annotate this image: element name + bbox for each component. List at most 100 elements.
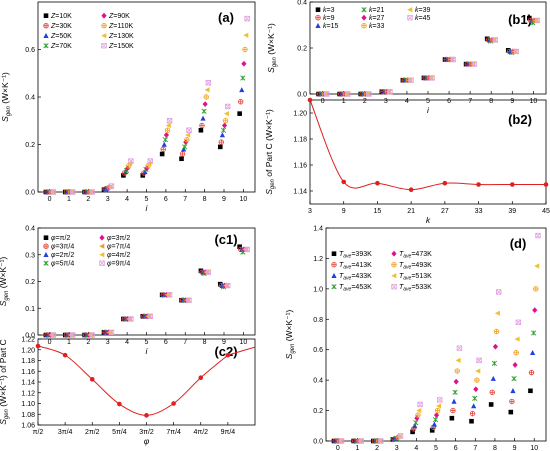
legend-label: Tave=413K [339,262,372,271]
legend-marker [43,32,49,38]
data-point [488,402,494,407]
data-point [510,387,516,394]
data-point [89,377,95,382]
y-tick-label: 0.4 [297,0,307,7]
legend-marker [99,260,105,266]
y-tick-label: 0.1 [25,306,35,313]
y-tick-label: 0.4 [25,226,35,233]
data-point [223,111,229,117]
legend-label: φ=3π/4 [51,244,74,251]
x-tick-label: 2 [375,445,379,451]
data-point [512,362,518,368]
x-tick-label: 9 [513,445,517,451]
legend-marker [101,12,107,19]
y-axis-label: Sgen of Part C (W×K⁻¹) [264,109,276,195]
x-tick-label: 3 [308,208,312,215]
x-tick-label: 15 [374,208,382,215]
data-point [107,329,113,335]
legend-label: φ=9π/4 [107,261,130,268]
x-tick-label: 2π/2 [85,429,100,436]
legend-label: k=21 [369,7,384,14]
data-point [450,407,456,414]
legend-label: k=15 [323,23,338,30]
data-point [70,189,76,195]
x-tick-label: 8 [203,196,207,203]
data-point [513,350,519,356]
data-point [244,15,250,22]
data-point [222,118,229,124]
legend-marker [391,262,397,268]
x-tick-label: 8 [489,98,493,105]
y-tick-label: 0.0 [25,333,35,340]
x-tick-label: 10 [529,98,537,105]
data-point [491,360,498,367]
y-tick-label: 1.06 [21,423,35,430]
y-tick-label: 1.18 [293,137,307,144]
legend-marker [391,273,397,279]
legend-label: k=3 [323,7,335,14]
data-point [202,101,208,108]
data-point [203,94,209,100]
legend-marker [315,22,321,28]
data-point [88,332,94,338]
data-point [198,127,204,133]
data-point [70,332,76,338]
data-point [533,286,539,292]
data-point [476,182,481,187]
data-point [429,428,435,433]
data-point [415,412,421,418]
legend-label: Z=10K [50,13,72,20]
data-point [160,146,166,152]
y-tick-label: 0.4 [313,378,323,385]
x-tick-label: 4 [414,445,418,451]
data-point [338,438,345,444]
data-point [451,398,457,404]
data-point [449,415,455,421]
x-tick-label: 10 [530,445,538,451]
data-point [528,388,533,394]
panel-c1: 0 1 2 3 4 5 6 7 8 9 10 0.0 0.1 0.2 0.3 0.4 i Sgen (W×K⁻¹)… [0,226,256,356]
data-point [225,352,231,358]
data-point [200,115,206,121]
data-point [240,75,246,81]
legend-marker [99,234,105,241]
data-point [204,269,210,275]
data-point [357,438,363,444]
x-tick-label: 7 [468,98,472,105]
data-point [218,139,225,145]
data-point [159,151,165,157]
data-point [164,127,171,133]
data-point [165,122,171,129]
data-point [429,75,435,81]
data-point [147,313,153,319]
legend-marker [361,7,367,13]
data-point [376,438,383,444]
data-point [456,345,463,351]
x-tick-label: 6 [454,445,458,451]
legend-marker [99,243,105,249]
x-tick-label: 5 [145,196,149,203]
legend-label: φ=5π/4 [51,261,74,268]
data-point [221,122,228,129]
data-point [88,189,94,195]
x-tick-label: 7 [473,445,477,451]
data-point [128,316,134,322]
x-tick-label: 45 [542,208,550,215]
data-point [35,343,41,349]
legend-label: k=27 [369,15,384,22]
data-point [166,292,173,298]
panel-label: (a) [218,10,234,25]
data-point [378,438,384,444]
y-tick-label: 1.12 [21,390,35,397]
legend-marker [361,23,367,29]
legend-label: Tave=513K [399,273,432,282]
x-tick-label: 0 [48,196,52,203]
data-point [452,389,458,395]
data-point [241,60,247,67]
data-point [366,91,372,97]
data-point [505,48,511,53]
x-tick-label: 3 [395,445,399,451]
data-point [454,368,460,374]
y-tick-label: 1.14 [21,380,35,387]
y-tick-label: 1.14 [293,189,307,196]
